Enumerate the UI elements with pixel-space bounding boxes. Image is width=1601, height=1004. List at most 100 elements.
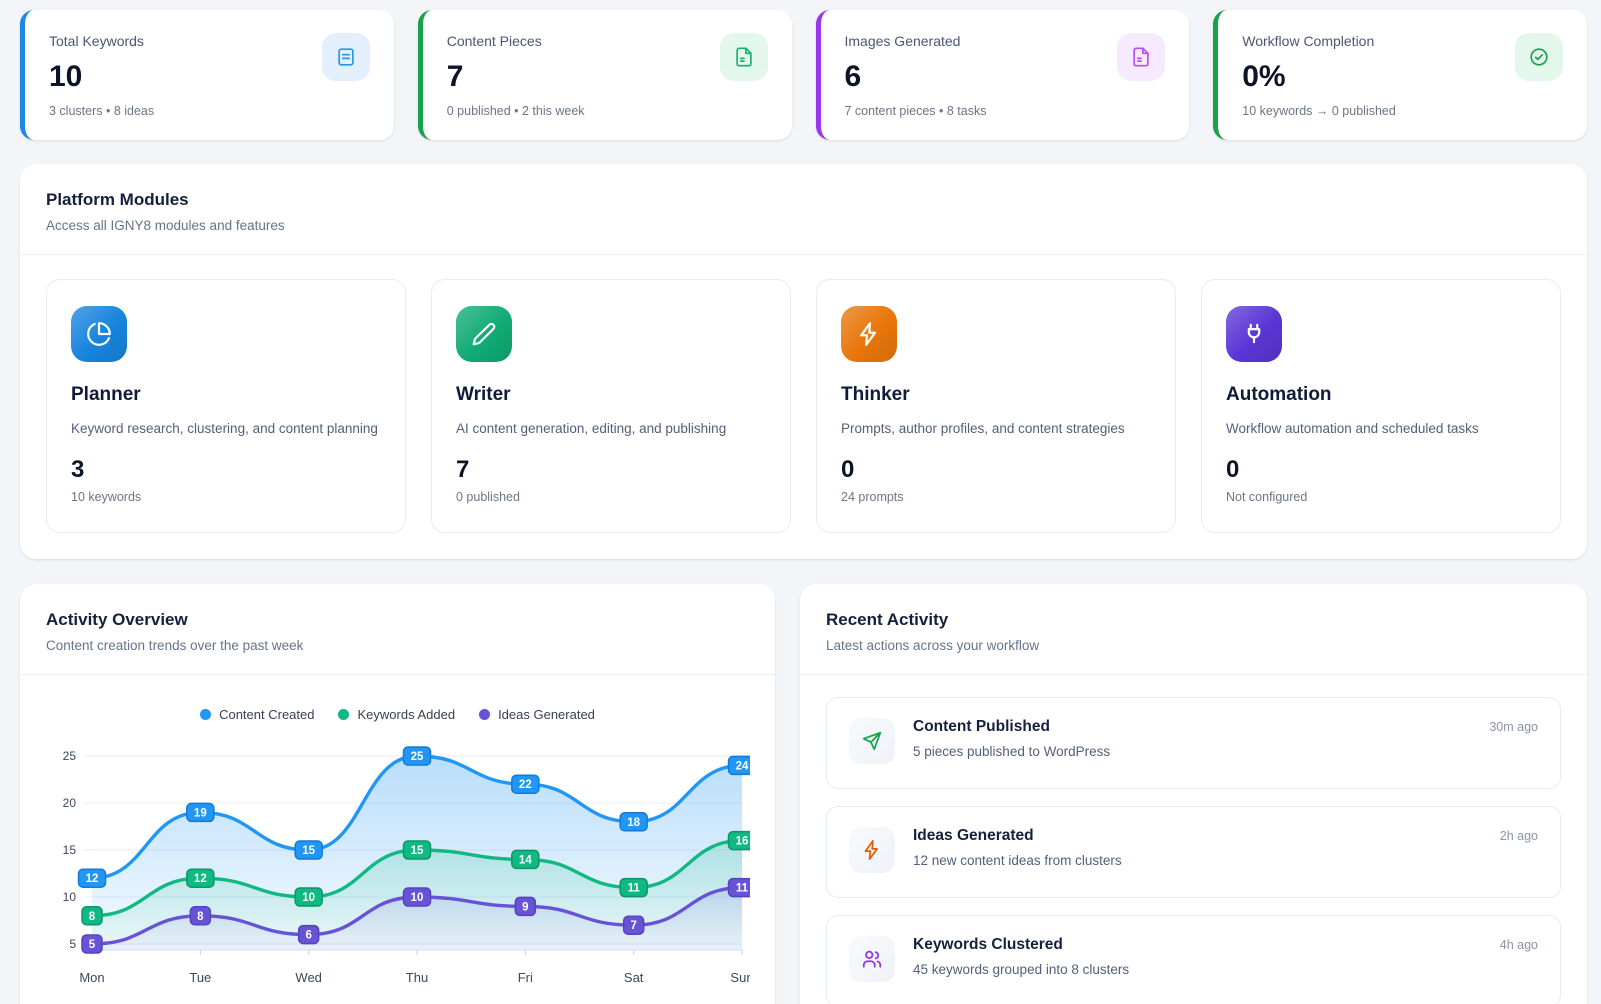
stat-value: 7 bbox=[446, 60, 464, 93]
recent-activity-panel: Recent Activity Latest actions across yo… bbox=[800, 584, 1587, 1004]
stat-subtext: 7 content pieces • 8 tasks bbox=[844, 104, 987, 118]
legend-label: Keywords Added bbox=[357, 707, 456, 722]
activity-title-row: Content Published 30m ago bbox=[913, 718, 1538, 736]
file-text-icon bbox=[719, 33, 768, 81]
svg-text:10: 10 bbox=[411, 892, 424, 904]
platform-modules-panel: Platform Modules Access all IGNY8 module… bbox=[20, 164, 1587, 559]
svg-text:16: 16 bbox=[736, 836, 749, 848]
svg-text:20: 20 bbox=[63, 796, 77, 810]
activity-description: 12 new content ideas from clusters bbox=[913, 853, 1122, 868]
module-value: 7 bbox=[456, 456, 470, 484]
module-card-thinker[interactable]: Thinker Prompts, author profiles, and co… bbox=[816, 279, 1176, 533]
svg-text:10: 10 bbox=[302, 892, 315, 904]
svg-text:24: 24 bbox=[736, 760, 749, 772]
panel-subtitle: Access all IGNY8 modules and features bbox=[46, 218, 285, 233]
module-description: Workflow automation and scheduled tasks bbox=[1226, 421, 1479, 436]
users-icon bbox=[849, 936, 895, 982]
pie-chart-icon bbox=[71, 306, 127, 362]
stat-subtext: 0 published • 2 this week bbox=[446, 104, 585, 118]
stat-title: Total Keywords bbox=[49, 33, 144, 49]
modules-grid: Planner Keyword research, clustering, an… bbox=[20, 255, 1587, 559]
activity-item-ideas-generated[interactable]: Ideas Generated 2h ago 12 new content id… bbox=[826, 806, 1561, 898]
send-icon bbox=[849, 718, 895, 764]
svg-text:Fri: Fri bbox=[518, 970, 533, 985]
module-subtext: 10 keywords bbox=[71, 490, 142, 505]
legend-dot bbox=[479, 709, 491, 720]
legend-label: Ideas Generated bbox=[498, 707, 595, 722]
stat-card-body: Workflow Completion 0% 10 keywords → 0 p… bbox=[1242, 33, 1396, 120]
legend-item[interactable]: Ideas Generated bbox=[479, 707, 595, 722]
legend-label: Content Created bbox=[219, 707, 315, 722]
recent-activity-list: Content Published 30m ago 5 pieces publi… bbox=[800, 675, 1587, 1004]
module-subtext: 0 published bbox=[456, 490, 520, 505]
activity-title: Ideas Generated bbox=[913, 827, 1034, 844]
stat-subtext: 3 clusters • 8 ideas bbox=[49, 104, 155, 118]
activity-item-body: Content Published 30m ago 5 pieces publi… bbox=[913, 718, 1538, 759]
activity-timestamp: 2h ago bbox=[1499, 829, 1538, 843]
svg-text:15: 15 bbox=[302, 845, 315, 857]
module-value: 0 bbox=[841, 456, 855, 484]
activity-title: Keywords Clustered bbox=[913, 936, 1063, 953]
activity-item-content-published[interactable]: Content Published 30m ago 5 pieces publi… bbox=[826, 697, 1561, 789]
svg-text:7: 7 bbox=[630, 920, 636, 932]
svg-text:22: 22 bbox=[519, 779, 532, 791]
svg-text:15: 15 bbox=[63, 843, 77, 857]
module-card-planner[interactable]: Planner Keyword research, clustering, an… bbox=[46, 279, 406, 533]
lightning-icon bbox=[841, 306, 897, 362]
stat-title: Content Pieces bbox=[446, 33, 542, 49]
svg-text:15: 15 bbox=[411, 845, 424, 857]
svg-text:9: 9 bbox=[522, 901, 528, 913]
panel-subtitle: Latest actions across your workflow bbox=[826, 638, 1040, 653]
module-subtext: Not configured bbox=[1226, 490, 1308, 505]
svg-text:12: 12 bbox=[86, 873, 99, 885]
svg-text:5: 5 bbox=[89, 939, 96, 951]
legend-item[interactable]: Keywords Added bbox=[338, 707, 455, 722]
activity-timestamp: 30m ago bbox=[1489, 720, 1538, 734]
svg-text:18: 18 bbox=[627, 817, 640, 829]
svg-text:8: 8 bbox=[197, 911, 204, 923]
stat-value: 6 bbox=[844, 60, 862, 93]
zap-icon bbox=[849, 827, 895, 873]
svg-text:19: 19 bbox=[194, 807, 207, 819]
activity-item-keywords-clustered[interactable]: Keywords Clustered 4h ago 45 keywords gr… bbox=[826, 915, 1561, 1004]
stat-subtext: 10 keywords → 0 published bbox=[1242, 104, 1396, 118]
module-value: 0 bbox=[1226, 456, 1240, 484]
panel-title: Platform Modules bbox=[46, 190, 189, 209]
activity-item-body: Keywords Clustered 4h ago 45 keywords gr… bbox=[913, 936, 1538, 977]
stat-value: 0% bbox=[1242, 60, 1286, 93]
activity-chart-area: Content Created Keywords Added Ideas Gener… bbox=[20, 675, 775, 998]
module-name: Thinker bbox=[841, 384, 910, 405]
stat-card-body: Images Generated 6 7 content pieces • 8 … bbox=[845, 33, 987, 120]
pencil-icon bbox=[456, 306, 512, 362]
activity-title: Content Published bbox=[913, 718, 1050, 735]
module-card-automation[interactable]: Automation Workflow automation and sched… bbox=[1201, 279, 1561, 533]
activity-item-body: Ideas Generated 2h ago 12 new content id… bbox=[913, 827, 1538, 868]
module-value: 3 bbox=[71, 456, 85, 484]
chart-legend: Content Created Keywords Added Ideas Gener… bbox=[46, 707, 749, 722]
activity-description: 45 keywords grouped into 8 clusters bbox=[913, 962, 1130, 977]
images-file-icon bbox=[1117, 33, 1166, 81]
stats-row: Total Keywords 10 3 clusters • 8 ideas C… bbox=[20, 10, 1587, 140]
panel-title: Activity Overview bbox=[46, 610, 188, 629]
svg-text:25: 25 bbox=[63, 749, 77, 763]
module-subtext: 24 prompts bbox=[841, 490, 904, 505]
svg-text:12: 12 bbox=[194, 873, 207, 885]
plug-icon bbox=[1226, 306, 1282, 362]
stat-card-content-pieces: Content Pieces 7 0 published • 2 this we… bbox=[417, 10, 792, 140]
panel-title: Recent Activity bbox=[826, 610, 949, 629]
svg-text:6: 6 bbox=[305, 930, 311, 942]
module-name: Writer bbox=[456, 384, 511, 405]
module-card-writer[interactable]: Writer AI content generation, editing, a… bbox=[431, 279, 791, 533]
panel-subtitle: Content creation trends over the past we… bbox=[46, 638, 304, 653]
stat-card-body: Total Keywords 10 3 clusters • 8 ideas bbox=[49, 33, 154, 120]
legend-item[interactable]: Content Created bbox=[200, 707, 314, 722]
module-description: Keyword research, clustering, and conten… bbox=[71, 421, 378, 436]
activity-title-row: Keywords Clustered 4h ago bbox=[913, 936, 1538, 954]
svg-text:Tue: Tue bbox=[189, 970, 211, 985]
module-description: Prompts, author profiles, and content st… bbox=[841, 421, 1125, 436]
svg-text:5: 5 bbox=[69, 937, 76, 951]
activity-line-chart: 5 10 15 20 25 Mon Tue Wed Thu Fri Sat Sun 12 19 15 25 22… bbox=[63, 746, 750, 985]
svg-text:Thu: Thu bbox=[406, 970, 428, 985]
bottom-row: Activity Overview Content creation trend… bbox=[20, 559, 1587, 1004]
